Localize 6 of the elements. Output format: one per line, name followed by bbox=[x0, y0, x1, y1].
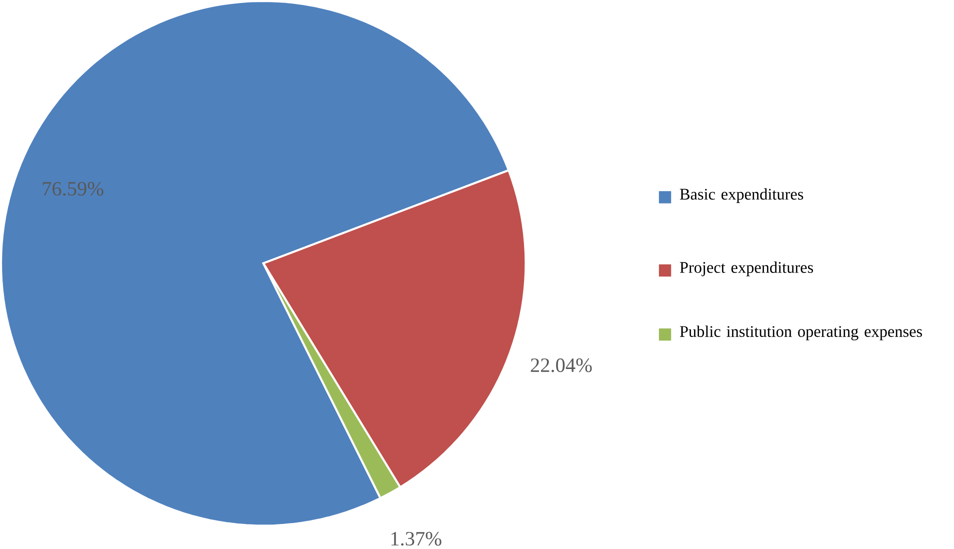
data-label: 76.59% bbox=[42, 182, 104, 196]
legend-label: Basic expenditures bbox=[680, 188, 804, 203]
data-label: 22.04% bbox=[530, 358, 592, 372]
legend-label: Public institution operating expenses bbox=[680, 326, 922, 340]
data-label: 1.37% bbox=[391, 532, 442, 546]
legend-label: Project expenditures bbox=[680, 261, 814, 276]
